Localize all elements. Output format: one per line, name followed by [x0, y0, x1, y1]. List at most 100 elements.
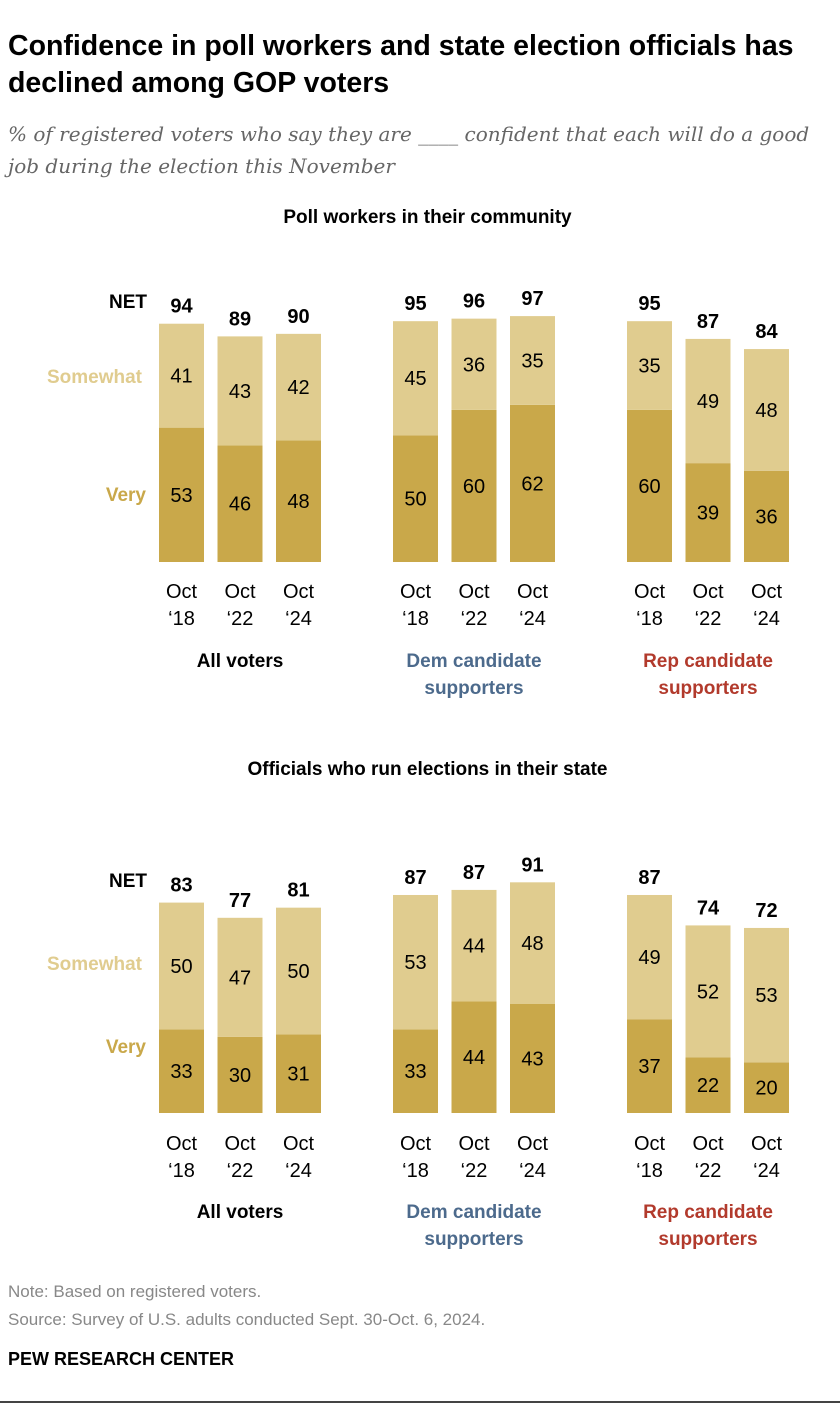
x-tick-label: Oct: [634, 1133, 666, 1155]
label-net: 87: [697, 311, 719, 333]
label-very: 36: [755, 506, 777, 528]
x-tick-label: ‘24: [519, 1160, 546, 1182]
bar-somewhat: [744, 927, 789, 1063]
bar-somewhat: [159, 902, 204, 1030]
label-somewhat: 35: [638, 356, 660, 378]
label-net: 87: [463, 862, 485, 884]
bar-very: [685, 1057, 731, 1113]
panel-title-officials: Officials who run elections in their sta…: [247, 759, 608, 780]
label-net: 91: [521, 854, 543, 876]
bar-very: [451, 1001, 497, 1113]
label-net: 94: [170, 296, 193, 318]
x-tick-label: Oct: [517, 1133, 549, 1155]
bar-very: [159, 1029, 204, 1113]
bar-somewhat: [627, 894, 672, 1020]
bar-somewhat: [217, 917, 263, 1037]
group-label: Dem candidate: [406, 1202, 541, 1223]
x-tick-label: ‘18: [402, 1160, 429, 1182]
label-very: 39: [697, 503, 719, 525]
label-very: 62: [521, 473, 543, 495]
x-tick-label: ‘18: [168, 1160, 195, 1182]
bar-very: [744, 1062, 789, 1113]
x-tick-label: Oct: [751, 581, 783, 603]
bar-somewhat: [393, 894, 438, 1030]
chart-subtitle: % of registered voters who say they are …: [8, 122, 810, 178]
x-tick-label: ‘22: [461, 608, 488, 630]
label-very: 44: [463, 1047, 485, 1069]
label-somewhat: 48: [521, 933, 543, 955]
legend-somewhat: Somewhat: [47, 367, 143, 388]
label-somewhat: 50: [287, 961, 309, 983]
bar-somewhat: [685, 925, 731, 1058]
group-label: supporters: [658, 1229, 757, 1250]
bar-somewhat: [451, 318, 497, 410]
bar-somewhat: [276, 333, 321, 441]
label-very: 37: [638, 1056, 660, 1078]
label-somewhat: 43: [229, 381, 251, 403]
bar-very: [159, 427, 204, 562]
source: Source: Survey of U.S. adults conducted …: [8, 1310, 486, 1329]
bar-very: [510, 1003, 555, 1113]
note: Note: Based on registered voters.: [8, 1282, 262, 1301]
label-very: 53: [170, 485, 192, 507]
x-tick-label: Oct: [224, 1133, 256, 1155]
label-net: 95: [404, 293, 426, 315]
label-net: 74: [697, 897, 720, 919]
label-very: 43: [521, 1048, 543, 1070]
label-somewhat: 53: [755, 985, 777, 1007]
x-tick-label: ‘18: [636, 1160, 663, 1182]
legend-net: NET: [109, 871, 147, 892]
bar-somewhat: [627, 321, 672, 410]
x-tick-label: ‘18: [402, 608, 429, 630]
label-net: 77: [229, 890, 251, 912]
x-tick-label: ‘24: [753, 1160, 780, 1182]
label-somewhat: 45: [404, 368, 426, 390]
bar-very: [217, 1036, 263, 1113]
x-tick-label: Oct: [224, 581, 256, 603]
bar-somewhat: [276, 907, 321, 1035]
group-label: All voters: [197, 1202, 284, 1223]
x-tick-label: Oct: [692, 581, 724, 603]
bar-somewhat: [393, 321, 438, 436]
label-somewhat: 44: [463, 936, 485, 958]
label-somewhat: 50: [170, 956, 192, 978]
bar-somewhat: [685, 338, 731, 464]
legend-very: Very: [106, 1037, 147, 1058]
bar-somewhat: [510, 882, 555, 1004]
bar-very: [217, 445, 263, 562]
label-net: 87: [404, 867, 426, 889]
group-label: supporters: [424, 1229, 523, 1250]
bar-very: [744, 470, 789, 562]
x-tick-label: Oct: [400, 581, 432, 603]
chart-svg: NET Somewhat Very 53 41 94 Oct ‘18 46 43 89 Oct ‘22 4…: [47, 288, 789, 1250]
group-label: supporters: [658, 678, 757, 699]
x-tick-label: Oct: [517, 581, 549, 603]
x-tick-label: ‘18: [636, 608, 663, 630]
label-net: 95: [638, 293, 660, 315]
bar-very: [276, 1034, 321, 1113]
label-very: 60: [463, 476, 485, 498]
label-somewhat: 35: [521, 350, 543, 372]
group-label: Rep candidate: [643, 651, 773, 672]
label-net: 97: [521, 288, 543, 310]
group-label: All voters: [197, 651, 284, 672]
x-tick-label: Oct: [283, 1133, 315, 1155]
label-very: 20: [755, 1078, 777, 1100]
label-somewhat: 48: [755, 400, 777, 422]
x-tick-label: ‘24: [753, 608, 780, 630]
label-somewhat: 52: [697, 981, 719, 1003]
x-tick-label: Oct: [166, 1133, 198, 1155]
bottom-rule: [0, 1401, 840, 1403]
bar-very: [510, 404, 555, 562]
x-tick-label: Oct: [692, 1133, 724, 1155]
label-very: 22: [697, 1075, 719, 1097]
label-somewhat: 53: [404, 952, 426, 974]
label-very: 33: [170, 1061, 192, 1083]
bar-somewhat: [217, 336, 263, 446]
bar-very: [627, 1019, 672, 1113]
bar-very: [276, 440, 321, 562]
x-tick-label: ‘18: [168, 608, 195, 630]
label-very: 30: [229, 1065, 251, 1087]
bar-very: [393, 435, 438, 562]
panel-title-poll-workers: Poll workers in their community: [283, 207, 572, 228]
